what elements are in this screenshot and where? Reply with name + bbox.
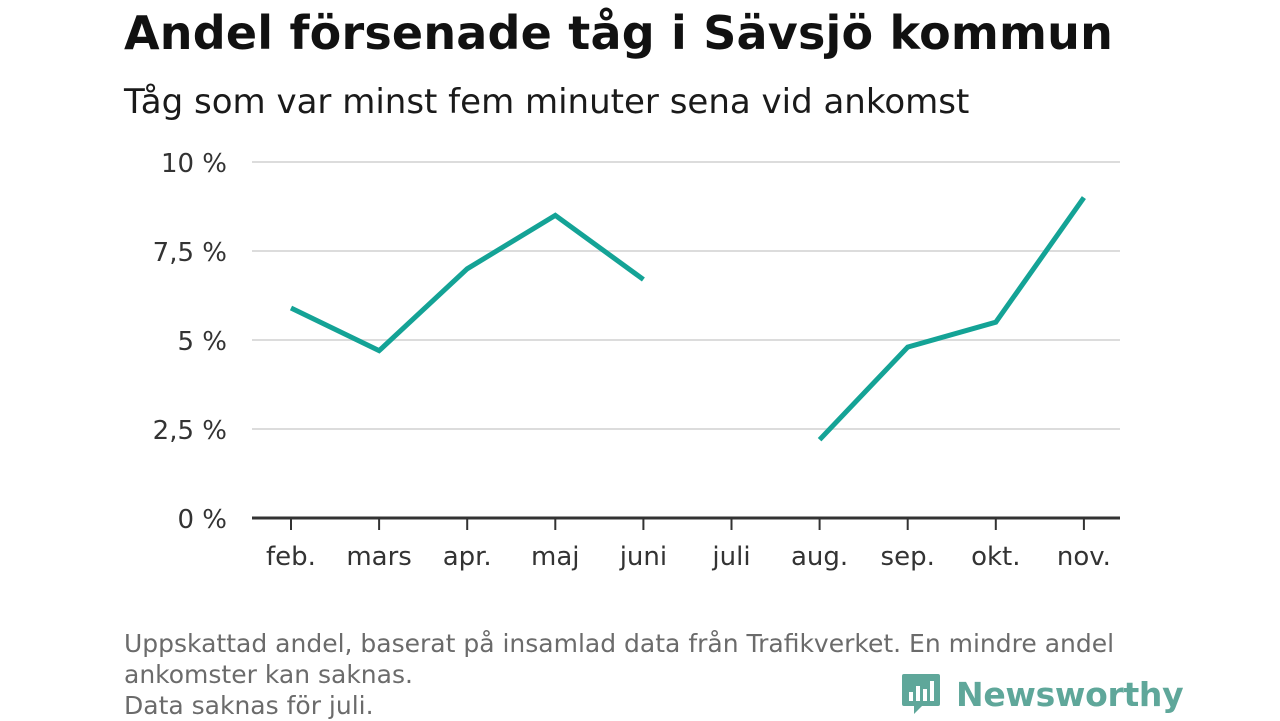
x-tick-label: okt.	[971, 542, 1020, 572]
y-tick-label: 7,5 %	[153, 238, 227, 268]
x-tick-label: juni	[619, 542, 667, 572]
footnote-line-3: Data saknas för juli.	[124, 691, 374, 720]
footnote-line-2: ankomster kan saknas.	[124, 660, 413, 689]
y-tick-label: 5 %	[177, 327, 227, 357]
bar-chart-speech-bubble-icon	[902, 674, 940, 714]
x-tick-label: aug.	[791, 542, 848, 572]
x-tick-label: juli	[711, 542, 750, 572]
x-tick-label: apr.	[443, 542, 492, 572]
x-tick-label: sep.	[881, 542, 935, 572]
series-line-segment	[289, 212, 645, 354]
series-line-segment	[817, 196, 1086, 442]
x-tick-label: maj	[531, 542, 579, 572]
x-tick-label: feb.	[266, 542, 316, 572]
y-tick-label: 10 %	[161, 149, 227, 179]
chart-title: Andel försenade tåg i Sävsjö kommun	[124, 6, 1114, 60]
y-tick-label: 2,5 %	[153, 416, 227, 446]
footnote-line-1: Uppskattad andel, baserat på insamlad da…	[124, 629, 1115, 658]
y-tick-label: 0 %	[177, 505, 227, 535]
brand-name: Newsworthy	[956, 674, 1184, 714]
x-tick-label: mars	[346, 542, 412, 572]
footnote: Uppskattad andel, baserat på insamlad da…	[124, 628, 1164, 721]
line-chart: 0 % 2,5 % 5 % 7,5 % 10 % feb. mars apr. maj juni j…	[153, 149, 1120, 572]
chart-subtitle: Tåg som var minst fem minuter sena vid a…	[124, 82, 970, 122]
x-tick-label: nov.	[1057, 542, 1111, 572]
brand-logo: Newsworthy	[900, 668, 1184, 720]
